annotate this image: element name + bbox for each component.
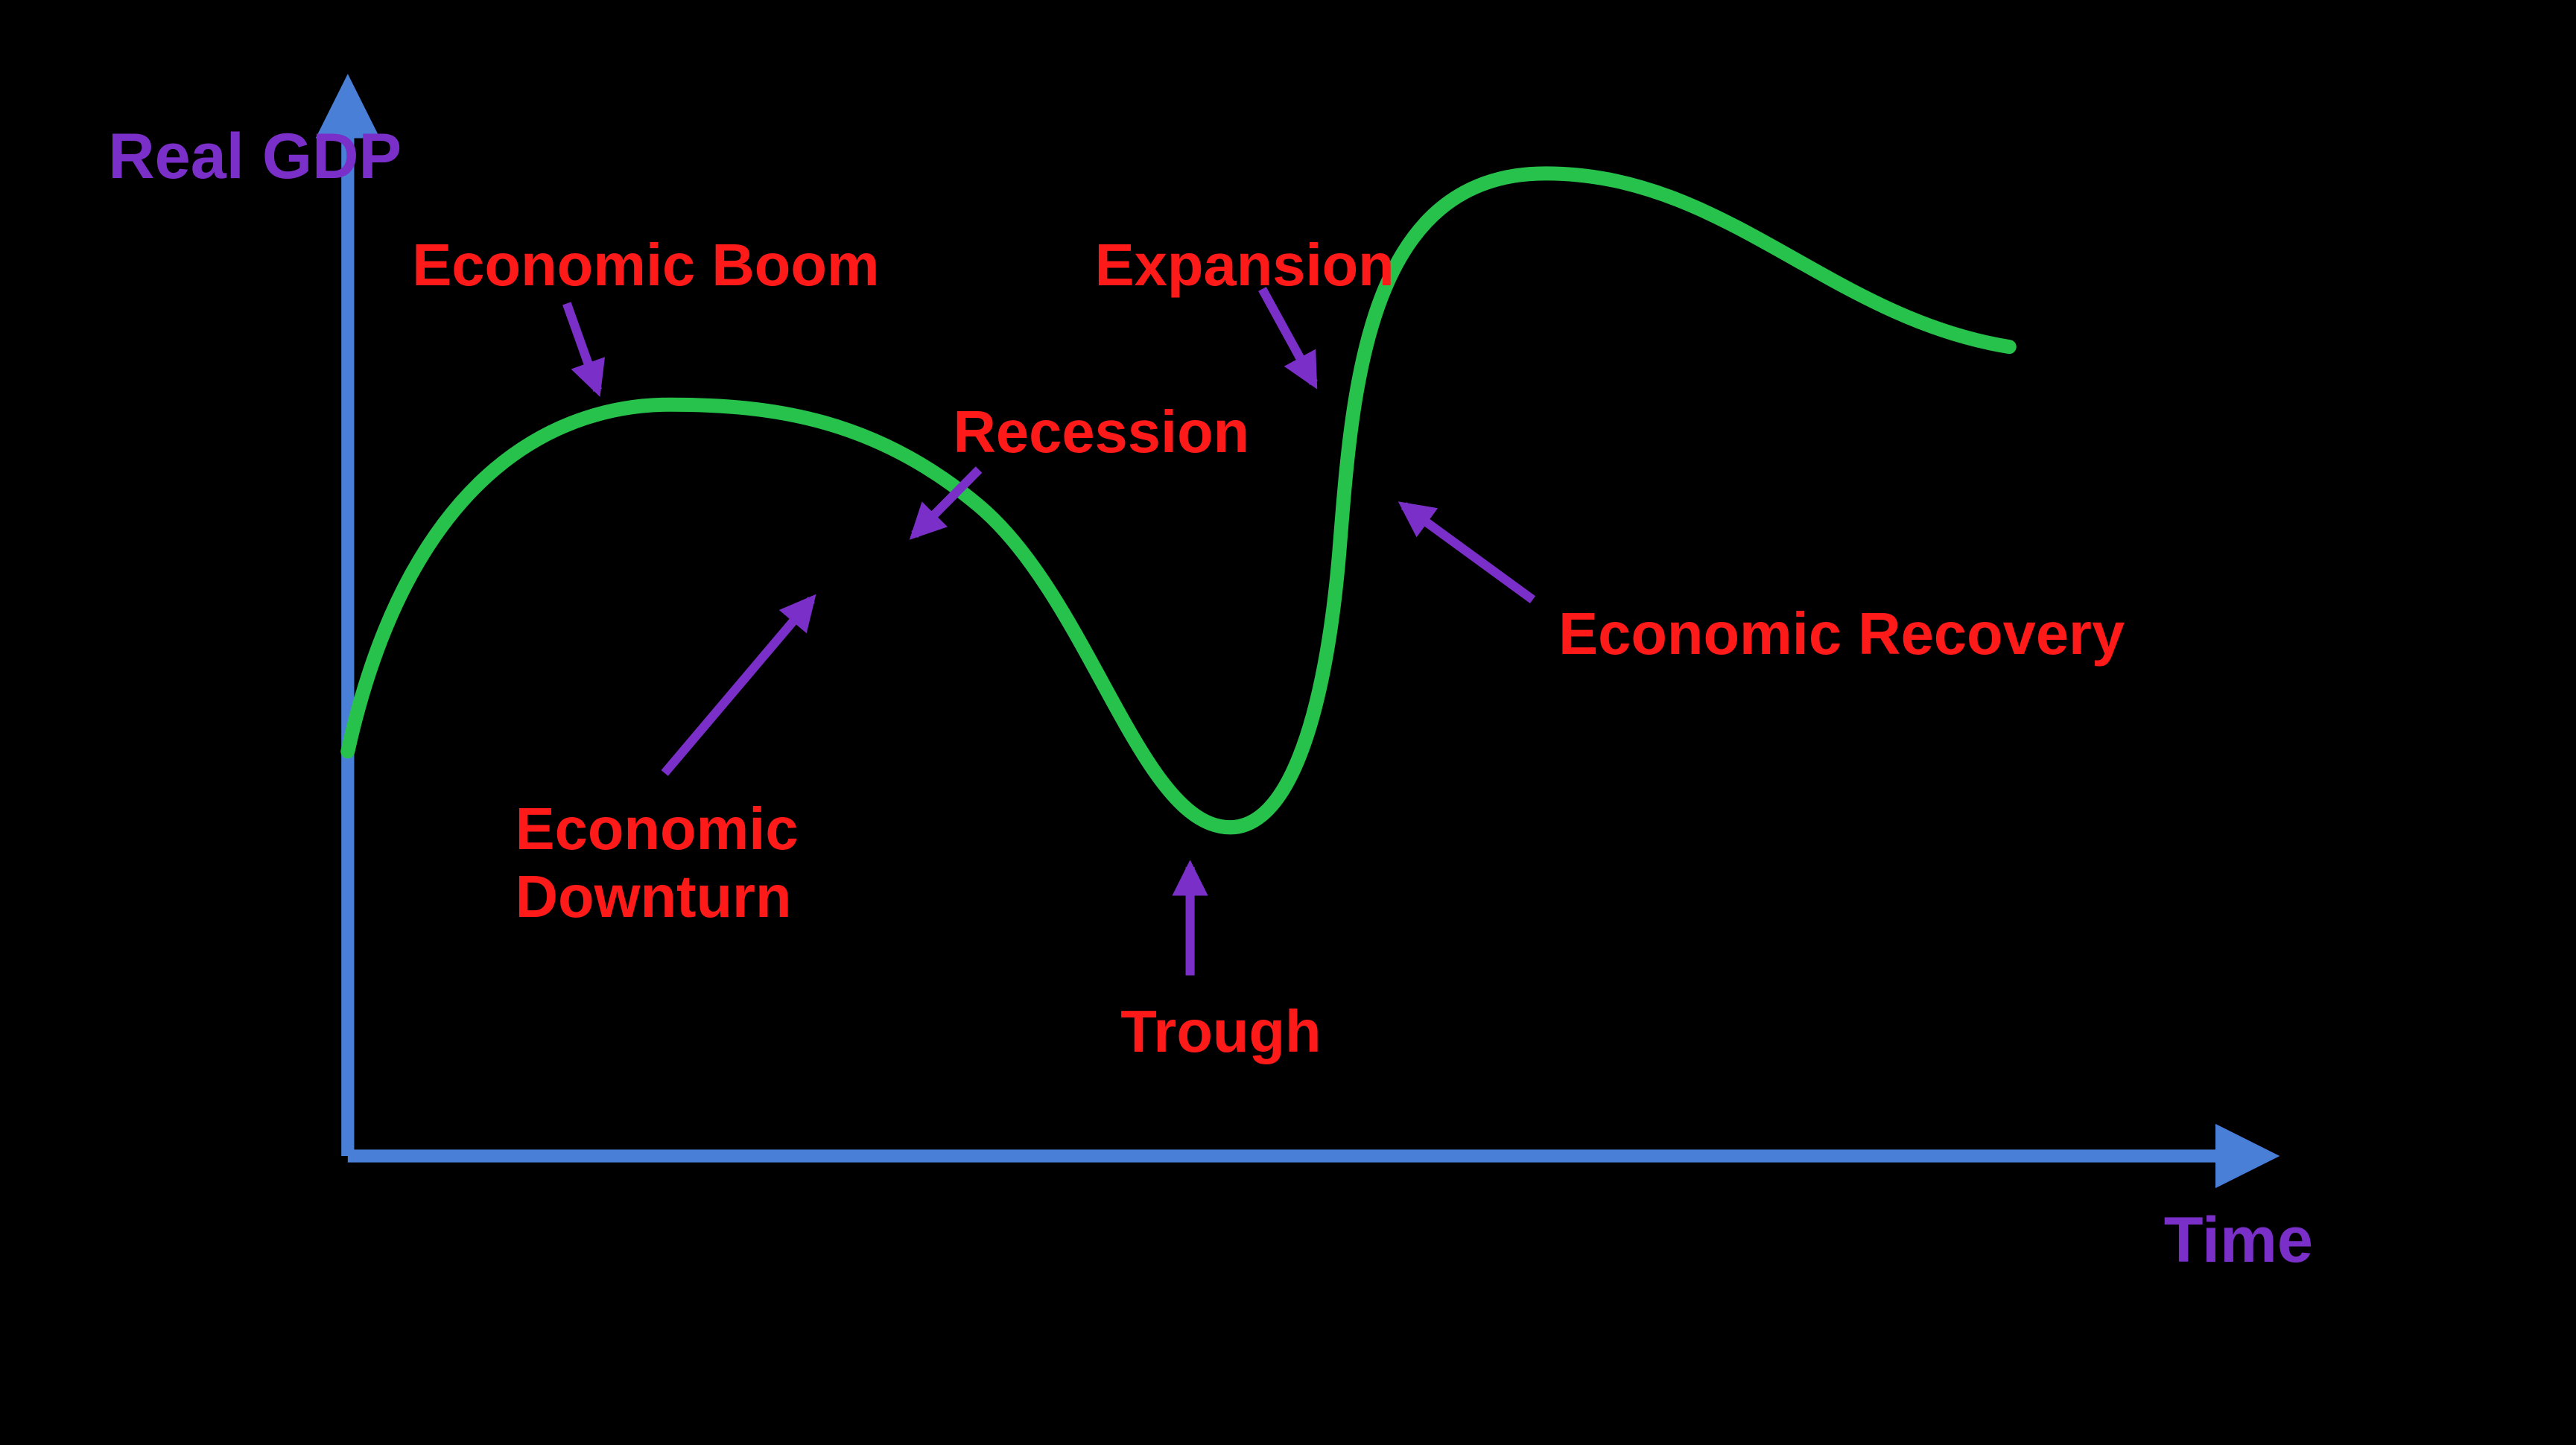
- recession-label: Recession: [953, 398, 1249, 466]
- economic-downturn-arrow: [664, 600, 811, 773]
- economic-downturn-label: EconomicDownturn: [515, 795, 799, 931]
- economic-recovery-arrow: [1404, 506, 1533, 600]
- trough-label: Trough: [1120, 997, 1321, 1065]
- business-cycle-diagram: Real GDP Time Economic Boom Recession Econ…: [0, 0, 2576, 1445]
- expansion-label: Expansion: [1095, 231, 1395, 299]
- economic-boom-arrow: [567, 303, 597, 390]
- y-axis-label: Real GDP: [108, 120, 402, 194]
- expansion-arrow: [1262, 289, 1313, 383]
- x-axis-label: Time: [2164, 1204, 2313, 1277]
- economic-boom-label: Economic Boom: [412, 231, 879, 299]
- economic-recovery-label: Economic Recovery: [1558, 600, 2125, 667]
